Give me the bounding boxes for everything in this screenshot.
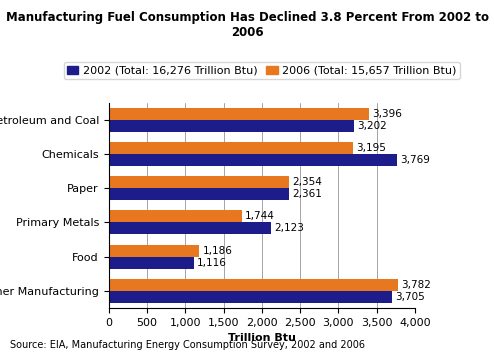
Text: 1,116: 1,116 xyxy=(197,258,227,268)
Text: Source: EIA, Manufacturing Energy Consumption Survey, 2002 and 2006: Source: EIA, Manufacturing Energy Consum… xyxy=(10,341,365,350)
Bar xyxy=(109,257,194,269)
Text: 3,782: 3,782 xyxy=(401,280,431,290)
Bar xyxy=(109,108,369,120)
Text: 3,202: 3,202 xyxy=(357,121,387,131)
Bar xyxy=(109,142,353,154)
Text: 3,705: 3,705 xyxy=(395,292,425,302)
Legend: 2002 (Total: 16,276 Trillion Btu), 2006 (Total: 15,657 Trillion Btu): 2002 (Total: 16,276 Trillion Btu), 2006 … xyxy=(64,62,459,79)
Bar xyxy=(109,210,242,222)
Bar xyxy=(109,120,354,132)
Text: 1,744: 1,744 xyxy=(246,211,275,222)
Bar xyxy=(109,176,289,188)
Bar xyxy=(109,222,271,234)
Text: 1,186: 1,186 xyxy=(203,246,233,256)
Bar xyxy=(109,291,392,303)
Bar xyxy=(109,188,289,200)
Bar xyxy=(109,154,397,166)
Text: 3,396: 3,396 xyxy=(372,109,402,119)
Bar xyxy=(109,245,200,257)
Bar xyxy=(109,279,398,291)
Text: 2,123: 2,123 xyxy=(274,223,304,233)
X-axis label: Trillion Btu: Trillion Btu xyxy=(228,333,296,343)
Text: 2,354: 2,354 xyxy=(292,177,322,187)
Text: Manufacturing Fuel Consumption Has Declined 3.8 Percent From 2002 to 2006: Manufacturing Fuel Consumption Has Decli… xyxy=(5,11,489,39)
Text: 2,361: 2,361 xyxy=(292,189,323,199)
Text: 3,769: 3,769 xyxy=(400,155,430,165)
Text: 3,195: 3,195 xyxy=(356,143,386,153)
